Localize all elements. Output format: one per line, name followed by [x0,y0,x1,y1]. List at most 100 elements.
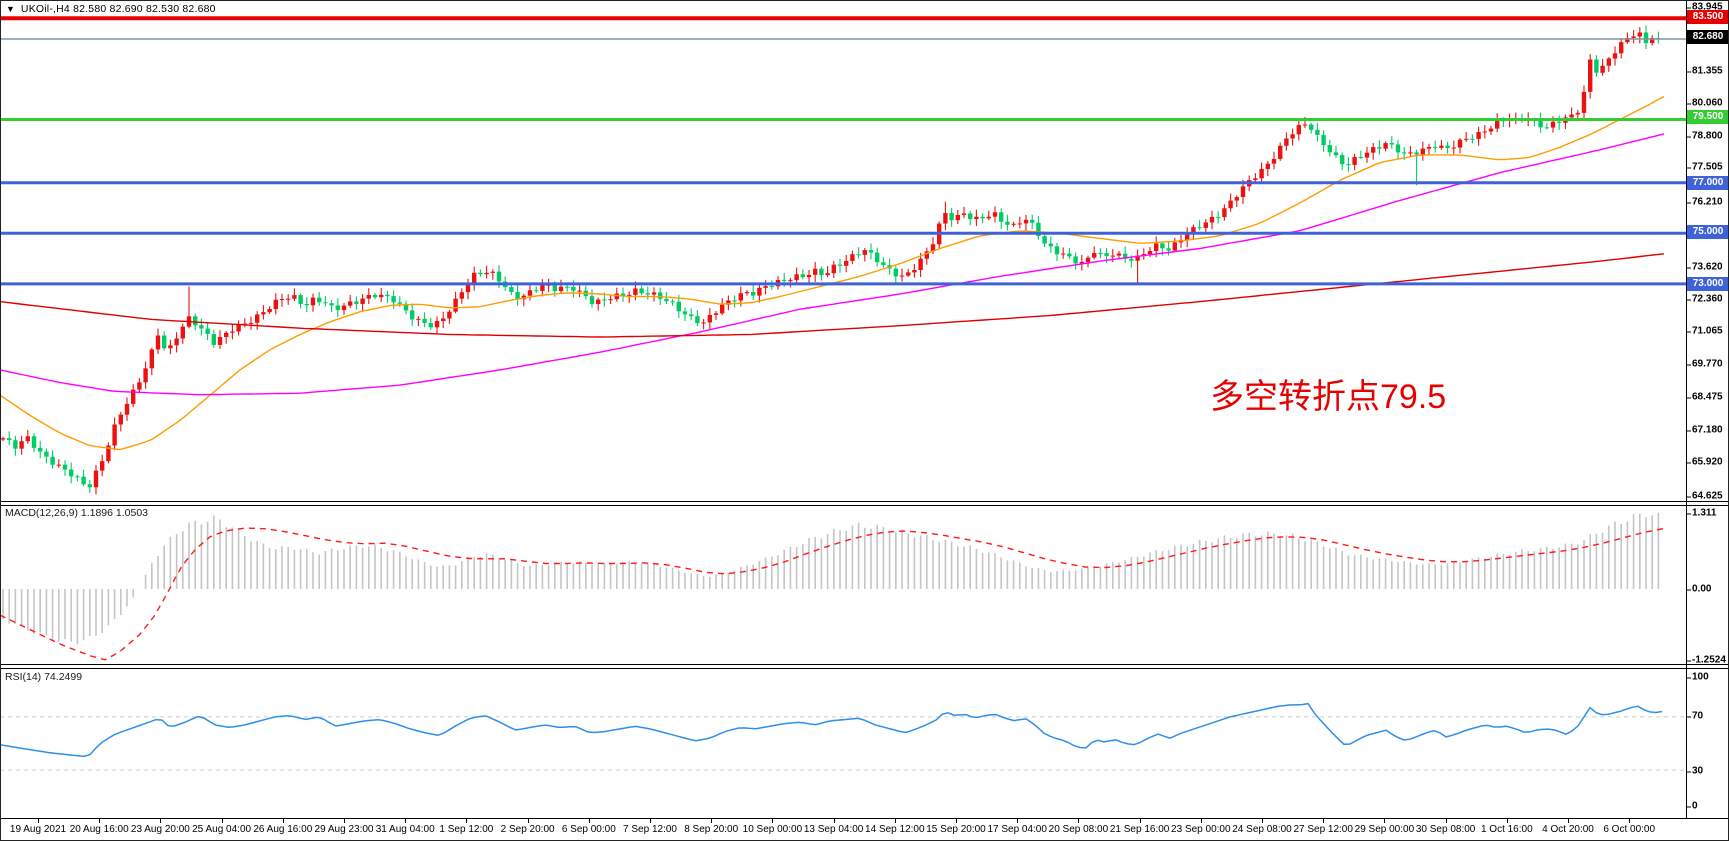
candle-body [1123,253,1128,259]
time-axis-label: 30 Sep 08:00 [1415,824,1476,835]
candle-body [472,272,477,285]
candle-body [806,274,812,278]
candle-body [317,297,322,303]
candle-body [1209,216,1215,223]
time-axis-label: 17 Sep 04:00 [987,824,1047,835]
candle-body [224,332,229,338]
time-axis-label: 6 Oct 00:00 [1603,824,1656,835]
candle-body [602,299,607,301]
time-axis-label: 20 Aug 16:00 [69,824,129,835]
candle-body [1470,138,1475,140]
candle-body [565,286,570,288]
candle-body [1240,186,1246,198]
candle-body [732,300,737,302]
candle-body [56,464,61,466]
candle-body [1625,37,1630,43]
price-tick-label: 69.770 [1687,359,1723,370]
price-level-badge: 79.500 [1687,110,1729,124]
candle-body [534,290,539,292]
price-level-badge: 77.000 [1687,176,1729,190]
candle-body [645,293,650,295]
candle-body [341,305,347,311]
candle-body [813,268,818,275]
candle-body [248,322,254,324]
candle-body [1172,242,1177,251]
macd-indicator-panel[interactable] [0,506,1686,664]
candle-body [1569,114,1574,118]
candle-body [1606,58,1611,66]
candle-body [961,213,967,215]
candle-body [230,331,235,333]
macd-signal-line [0,527,1667,661]
candle-body [1284,138,1289,146]
panel-separator[interactable] [0,664,1729,665]
candle-body [1482,131,1487,133]
candle-body [571,286,576,291]
candle-body [354,301,359,304]
candle-body [515,291,520,300]
candle-body [552,284,557,292]
candle-body [453,298,458,312]
candle-body [69,469,74,477]
candle-body [459,292,464,299]
candle-body [738,293,743,301]
candle-body [1098,253,1103,255]
price-axis[interactable]: 83.945 81.355 80.060 78.800 77.505 76.210 73.6… [1687,0,1729,818]
candle-body [633,288,638,295]
candle-body [1395,144,1401,153]
candle-body [943,213,948,224]
panel-separator[interactable] [0,505,1729,506]
price-chart-panel[interactable] [0,0,1686,501]
time-axis-label: 24 Sep 08:00 [1232,824,1292,835]
rsi-line [0,702,1663,758]
candle-body [1203,222,1208,228]
time-axis-label: 27 Sep 12:00 [1293,824,1353,835]
price-tick-label: 81.355 [1687,66,1723,77]
candle-body [639,288,644,294]
candle-body [397,302,402,304]
macd-label: MACD(12,26,9) 1.1896 1.0503 [5,507,149,519]
symbol-dropdown-icon[interactable]: ▼ [6,4,15,14]
time-axis-label: 2 Sep 20:00 [500,824,555,835]
time-axis[interactable]: 19 Aug 2021 20 Aug 16:00 23 Aug 20:00 25 Au… [0,819,1729,841]
candle-body [1550,121,1556,128]
price-tick-label: 67.180 [1687,425,1723,436]
candle-body [193,316,198,326]
candle-body [620,293,626,297]
candle-body [1259,168,1264,179]
candle-body [1389,143,1394,145]
candle-body [1358,156,1363,158]
candle-body [794,274,799,281]
candle-body [7,438,12,441]
rsi-tick-label: 100 [1687,672,1709,683]
candle-body [1637,32,1642,37]
candle-body [930,244,936,252]
time-axis-label: 21 Sep 16:00 [1109,824,1170,835]
price-tick-label: 71.065 [1687,326,1723,337]
candle-body [62,464,68,470]
candle-body [1643,32,1649,44]
time-tick [1445,819,1447,823]
time-axis-label: 26 Aug 16:00 [253,824,313,835]
candle-body [1154,243,1159,252]
candle-body [763,286,768,288]
panel-separator[interactable] [0,501,1729,502]
time-axis-label: 8 Sep 20:00 [684,824,739,835]
panel-separator[interactable] [0,668,1729,669]
candle-body [273,299,278,310]
candle-body [428,322,433,328]
candle-body [862,250,867,255]
candle-body [608,299,613,301]
candle-body [0,438,6,440]
candle-body [1048,243,1053,247]
candle-body [1600,65,1605,73]
candle-body [93,470,99,488]
price-level-badge: 75.000 [1687,225,1729,239]
ma-mid-magenta [0,133,1665,396]
rsi-indicator-panel[interactable] [0,669,1686,818]
candle-body [1333,152,1339,156]
candle-body [38,447,43,452]
candle-body [478,272,483,275]
candle-body [1588,59,1593,92]
candle-body [1581,91,1587,113]
